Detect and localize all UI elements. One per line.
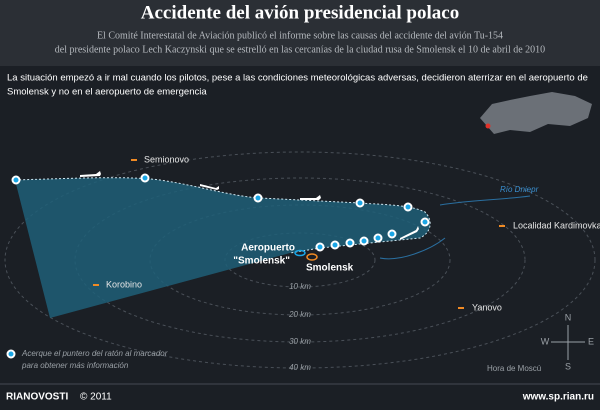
url[interactable]: www.sp.rian.ru xyxy=(522,392,594,403)
compass-n: N xyxy=(565,312,572,322)
copyright: © 2011 xyxy=(80,392,112,403)
planes xyxy=(80,171,419,240)
marker[interactable] xyxy=(373,233,383,243)
town-marker xyxy=(93,284,99,286)
compass xyxy=(551,325,585,360)
brand: RIANOVOSTI xyxy=(6,392,68,403)
distance-label: 10 km xyxy=(289,282,311,291)
compass-w: W xyxy=(541,336,550,346)
legend-marker xyxy=(6,349,16,359)
marker[interactable] xyxy=(345,238,355,248)
distance-label: 40 km xyxy=(289,363,311,372)
intro: La situación empezó a ir mal cuando los … xyxy=(7,73,588,84)
subtitle: El Comité Interestatal de Aviación publi… xyxy=(97,30,503,41)
locator-map xyxy=(480,92,592,134)
marker[interactable] xyxy=(140,173,150,183)
city-marker xyxy=(306,253,318,261)
river xyxy=(379,195,531,260)
place-label: Korobino xyxy=(106,279,142,289)
compass-s: S xyxy=(565,361,571,371)
marker[interactable] xyxy=(387,229,397,239)
marker[interactable] xyxy=(420,217,430,227)
marker[interactable] xyxy=(315,242,325,252)
town-marker xyxy=(458,307,464,309)
intro: Smolensk y no en el aeropuerto de emerge… xyxy=(7,87,207,98)
marker[interactable] xyxy=(253,193,263,203)
place-label: Localidad Kardimovka xyxy=(513,220,600,230)
descent-area xyxy=(15,177,431,318)
marker[interactable] xyxy=(355,198,365,208)
marker[interactable] xyxy=(11,175,21,185)
title: Accidente del avión presidencial polaco xyxy=(141,2,459,23)
town-marker xyxy=(499,225,505,227)
subtitle: del presidente polaco Lech Kaczynski que… xyxy=(55,44,545,55)
marker[interactable] xyxy=(403,202,413,212)
marker[interactable] xyxy=(359,236,369,246)
town-marker xyxy=(131,159,137,161)
place-label: Semionovo xyxy=(144,154,189,164)
airport-marker xyxy=(294,249,306,257)
compass-e: E xyxy=(588,336,594,346)
river-label: Río Dniepr xyxy=(500,185,539,194)
airport-label: "Smolensk" xyxy=(233,256,290,267)
hint: para obtener más información xyxy=(21,361,129,370)
city-label: Smolensk xyxy=(306,263,354,274)
airport-label: Aeropuerto xyxy=(241,243,295,254)
place-label: Yanovo xyxy=(472,302,502,312)
markers xyxy=(11,173,430,252)
distance-label: 20 km xyxy=(288,310,311,319)
distance-label: 30 km xyxy=(289,337,311,346)
header-band xyxy=(0,0,600,66)
time-note: Hora de Moscú xyxy=(487,364,541,373)
hint: Acerque el puntero del ratón al marcador xyxy=(21,349,168,358)
marker[interactable] xyxy=(330,240,340,250)
flight-path xyxy=(14,177,431,254)
